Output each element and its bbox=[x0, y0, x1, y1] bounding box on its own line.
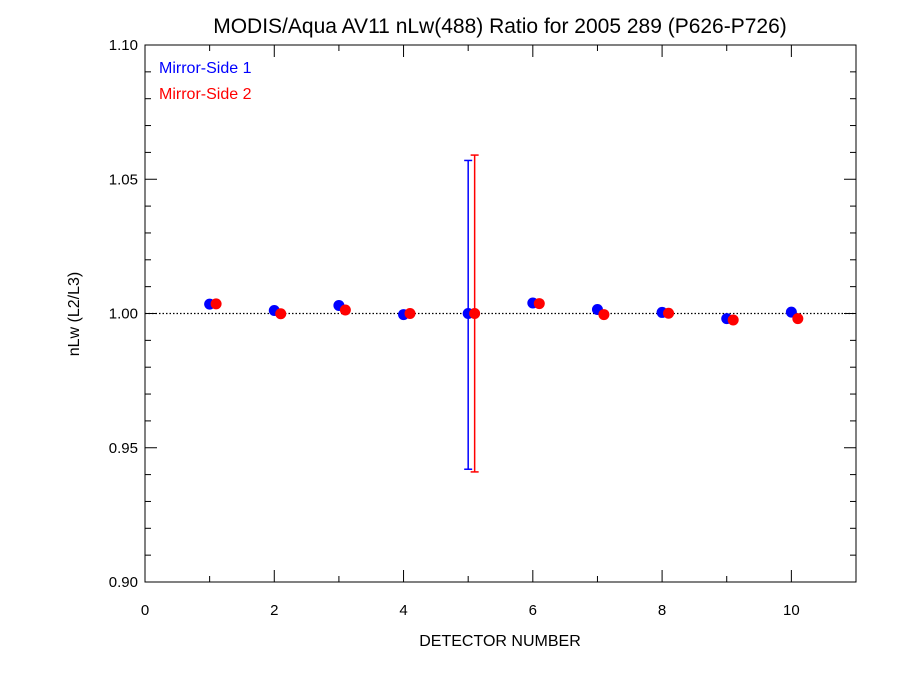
x-tick-label: 2 bbox=[270, 602, 278, 619]
y-tick-label: 0.95 bbox=[109, 440, 138, 457]
mirror-side-2-point bbox=[404, 308, 416, 319]
plot-area bbox=[144, 44, 857, 583]
mirror-side-2-point bbox=[533, 298, 545, 310]
x-tick-label: 4 bbox=[399, 602, 407, 619]
y-axis-label: nLw (L2/L3) bbox=[66, 272, 83, 357]
y-tick-label: 0.90 bbox=[109, 574, 138, 591]
x-tick-label: 0 bbox=[141, 602, 149, 619]
mirror-side-2-point bbox=[339, 304, 351, 316]
x-tick-label: 6 bbox=[529, 602, 537, 619]
mirror-side-2-point bbox=[210, 298, 222, 310]
y-tick-label: 1.10 bbox=[109, 37, 138, 54]
x-axis-label: DETECTOR NUMBER bbox=[419, 633, 581, 650]
mirror-side-2-point bbox=[469, 308, 481, 319]
chart-title: MODIS/Aqua AV11 nLw(488) Ratio for 2005 … bbox=[213, 15, 787, 38]
legend-label-mirror-side-1: Mirror-Side 1 bbox=[159, 60, 252, 77]
legend: Mirror-Side 1 Mirror-Side 2 bbox=[159, 60, 252, 103]
x-tick-label: 10 bbox=[783, 602, 800, 619]
x-tick-label: 8 bbox=[658, 602, 666, 619]
mirror-side-2-point bbox=[275, 308, 287, 320]
y-tick-label: 1.00 bbox=[109, 306, 138, 323]
mirror-side-2-point bbox=[663, 307, 675, 319]
legend-label-mirror-side-2: Mirror-Side 2 bbox=[159, 86, 252, 103]
mirror-side-2-point bbox=[727, 314, 739, 326]
y-tick-label: 1.05 bbox=[109, 171, 138, 188]
plot-frame bbox=[144, 44, 857, 583]
mirror-side-2-point bbox=[792, 313, 804, 325]
mirror-side-2-point bbox=[598, 309, 610, 321]
